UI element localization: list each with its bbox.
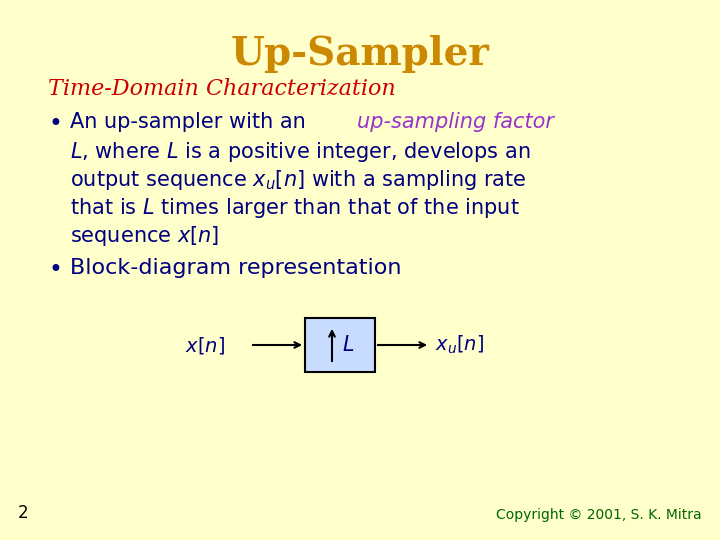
- Text: $L$: $L$: [342, 335, 354, 355]
- Text: •: •: [48, 258, 62, 282]
- Text: Time-Domain Characterization: Time-Domain Characterization: [48, 78, 396, 100]
- Text: 2: 2: [18, 504, 29, 522]
- Text: that is $L$ times larger than that of the input: that is $L$ times larger than that of th…: [70, 196, 520, 220]
- Text: •: •: [48, 112, 62, 136]
- Text: $x_u[n]$: $x_u[n]$: [435, 334, 484, 356]
- Text: Up-Sampler: Up-Sampler: [230, 35, 490, 73]
- Text: Copyright © 2001, S. K. Mitra: Copyright © 2001, S. K. Mitra: [496, 508, 702, 522]
- Text: sequence $x[n]$: sequence $x[n]$: [70, 224, 220, 248]
- Bar: [305, 318, 375, 372]
- Text: output sequence $x_u[n]$ with a sampling rate: output sequence $x_u[n]$ with a sampling…: [70, 168, 527, 192]
- Text: An up-sampler with an: An up-sampler with an: [70, 112, 312, 132]
- Text: $x[n]$: $x[n]$: [185, 334, 225, 355]
- Text: Block-diagram representation: Block-diagram representation: [70, 258, 402, 278]
- Text: up-sampling factor: up-sampling factor: [357, 112, 554, 132]
- Text: $L$, where $L$ is a positive integer, develops an: $L$, where $L$ is a positive integer, de…: [70, 140, 531, 164]
